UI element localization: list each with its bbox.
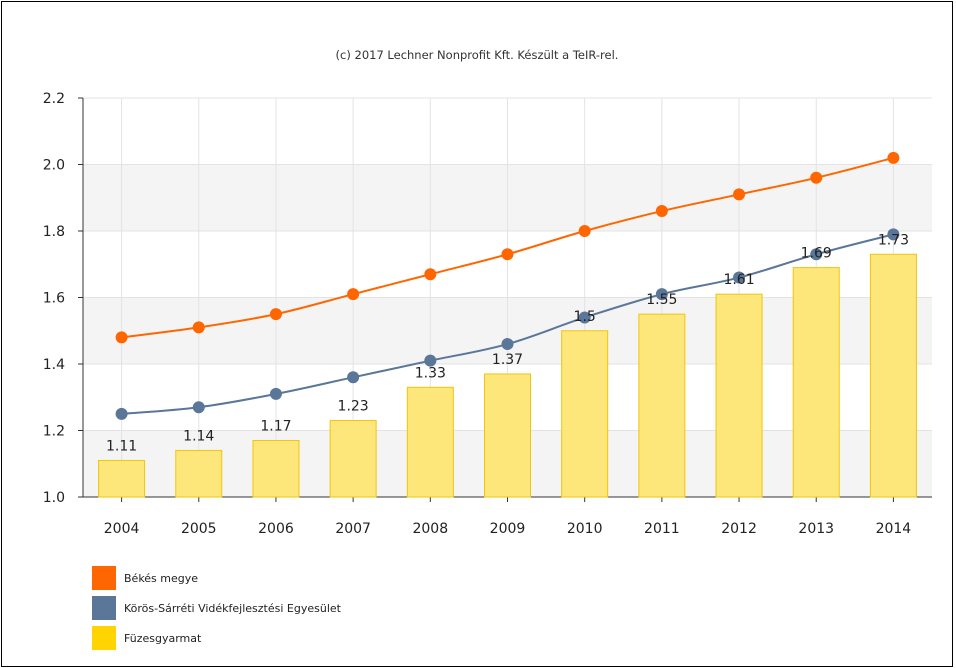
bar (484, 373, 531, 498)
bar (715, 293, 763, 498)
legend-swatch (92, 626, 116, 650)
y-tick-label: 1.6 (43, 291, 65, 307)
series-point (501, 338, 514, 351)
bar (792, 267, 840, 498)
bar-data-label: 1.14 (183, 428, 214, 444)
y-tick-label: 1.4 (43, 357, 65, 373)
bar-data-label: 1.23 (338, 399, 369, 415)
legend-swatch (92, 566, 116, 590)
legend-item[interactable]: Békés megye (92, 563, 341, 593)
legend-swatch (92, 596, 116, 620)
bar (175, 449, 223, 498)
series-point (192, 321, 205, 334)
series-point (424, 268, 437, 281)
bar-data-label: 1.17 (260, 418, 291, 434)
y-tick-label: 2.0 (43, 158, 65, 174)
series-point (269, 308, 282, 321)
bar (98, 459, 146, 498)
legend-item[interactable]: Körös-Sárréti Vidékfejlesztési Egyesület (92, 593, 341, 623)
x-tick-label: 2008 (412, 521, 448, 537)
series-point (810, 248, 823, 261)
x-tick-label: 2011 (644, 521, 680, 537)
bar (406, 386, 454, 498)
x-tick-label: 2012 (721, 521, 757, 537)
legend-item[interactable]: Füzesgyarmat (92, 623, 341, 653)
x-tick-label: 2014 (876, 521, 912, 537)
y-tick-label: 1.0 (43, 490, 65, 506)
bar-data-label: 1.37 (492, 352, 523, 368)
bar-data-label: 1.33 (415, 365, 446, 381)
series-point (578, 225, 591, 237)
series-point (115, 331, 128, 344)
y-tick-label: 1.2 (43, 424, 65, 440)
series-point (501, 248, 514, 261)
y-tick-label: 1.8 (43, 224, 65, 240)
bar (869, 253, 917, 498)
series-point (578, 311, 591, 324)
series-point (115, 407, 128, 420)
bar-data-label: 1.61 (723, 272, 754, 288)
legend-label: Körös-Sárréti Vidékfejlesztési Egyesület (124, 601, 341, 615)
series-point (347, 288, 360, 301)
bar-data-label: 1.73 (878, 232, 909, 248)
series-point (887, 151, 900, 164)
bar-data-label: 1.11 (106, 438, 137, 454)
series-point (347, 371, 360, 384)
series-point (733, 271, 746, 284)
x-tick-label: 2013 (798, 521, 834, 537)
legend-label: Füzesgyarmat (124, 631, 202, 645)
legend-label: Békés megye (124, 571, 199, 585)
series-point (424, 354, 437, 367)
legend: Békés megye Körös-Sárréti Vidékfejlesztés… (92, 563, 341, 653)
series-point (655, 205, 668, 218)
series-point (269, 387, 282, 400)
series-point (192, 401, 205, 414)
bar (561, 330, 609, 498)
bar-data-label: 1.55 (646, 292, 677, 308)
chart-credit: (c) 2017 Lechner Nonprofit Kft. Készült … (335, 48, 619, 62)
x-tick-label: 2005 (181, 521, 217, 537)
bar (252, 439, 300, 498)
series-point (887, 228, 900, 241)
bar-data-label: 1.5 (574, 309, 596, 325)
series-point (655, 288, 668, 301)
bar-data-label: 1.69 (801, 246, 832, 262)
x-tick-label: 2009 (490, 521, 526, 537)
bar (638, 313, 686, 498)
bar (329, 420, 377, 498)
y-tick-label: 2.2 (43, 91, 65, 107)
x-tick-label: 2006 (258, 521, 294, 537)
x-tick-label: 2007 (335, 521, 371, 537)
series-point (733, 188, 746, 201)
x-tick-label: 2010 (567, 521, 603, 537)
series-point (810, 171, 823, 184)
x-tick-label: 2004 (104, 521, 140, 537)
